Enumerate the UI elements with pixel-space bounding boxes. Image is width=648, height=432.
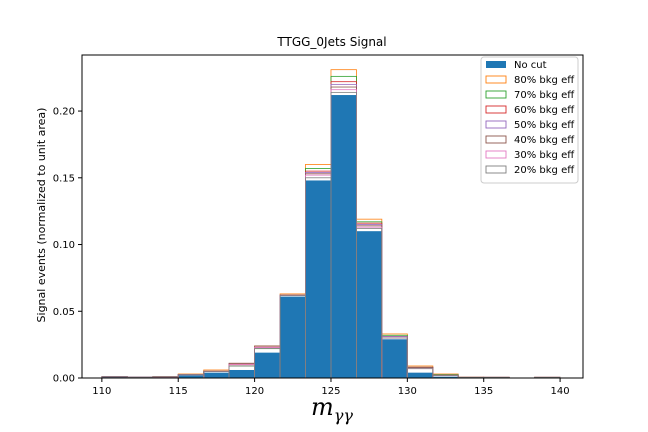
axes-frame [81,54,584,379]
histogram-bar [305,180,332,378]
legend-label: No cut [514,60,547,71]
legend-swatch [485,135,507,144]
y-axis-ticks: 0.00 0.05 0.10 0.15 0.20 [53,107,82,385]
histogram-bar [254,352,281,378]
legend-label: 40% bkg eff [514,135,575,146]
legend-box [480,56,579,184]
legend-label: 60% bkg eff [514,105,575,116]
x-tick-label: 110 [92,386,111,397]
histogram-bar [101,376,128,378]
legend-label: 80% bkg eff [514,75,575,86]
x-tick-label: 135 [474,386,493,397]
histogram-bar [432,376,459,378]
histogram-bar [356,231,383,378]
x-tick-label: 140 [551,386,570,397]
legend-swatch [485,90,507,99]
x-axis-label-base: m [311,393,334,421]
y-axis-label: Signal events (normalized to unit area) [35,108,48,323]
legend-label: 20% bkg eff [514,165,575,176]
legend-swatch [485,150,507,159]
legend-swatch [485,120,507,129]
chart-title: TTGG_0Jets Signal [276,35,386,49]
histogram-bar [203,372,230,378]
y-tick-label: 0.05 [53,307,75,318]
histogram-bar [330,95,357,378]
series-no-cut [101,95,561,378]
legend-label: 50% bkg eff [514,120,575,131]
x-tick-label: 125 [321,386,340,397]
legend-label: 70% bkg eff [514,90,575,101]
legend-swatch [485,105,507,114]
x-tick-label: 115 [169,386,188,397]
histogram-bar [152,376,179,378]
histogram-bar [407,372,434,378]
x-tick-label: 120 [245,386,264,397]
histogram-bar [178,375,205,378]
histogram-bar [280,296,306,378]
y-tick-label: 0.15 [53,173,75,184]
histogram-bar [381,339,408,378]
histogram-bar [229,369,255,378]
legend-label: 30% bkg eff [514,150,575,161]
x-axis-ticks: 110 115 120 125 130 135 140 [92,378,570,397]
legend-swatch [486,61,506,68]
x-axis-label-subscript: γγ [334,406,354,425]
legend: No cut 80% bkg eff 70% bkg eff 60% bkg eff 5… [480,56,579,184]
y-tick-label: 0.10 [53,240,75,251]
x-axis-label: mγγ [311,393,353,425]
x-tick-label: 130 [398,386,417,397]
legend-swatch [485,75,507,84]
y-tick-label: 0.00 [53,374,75,385]
legend-swatch [485,165,507,174]
y-tick-label: 0.20 [53,107,75,118]
